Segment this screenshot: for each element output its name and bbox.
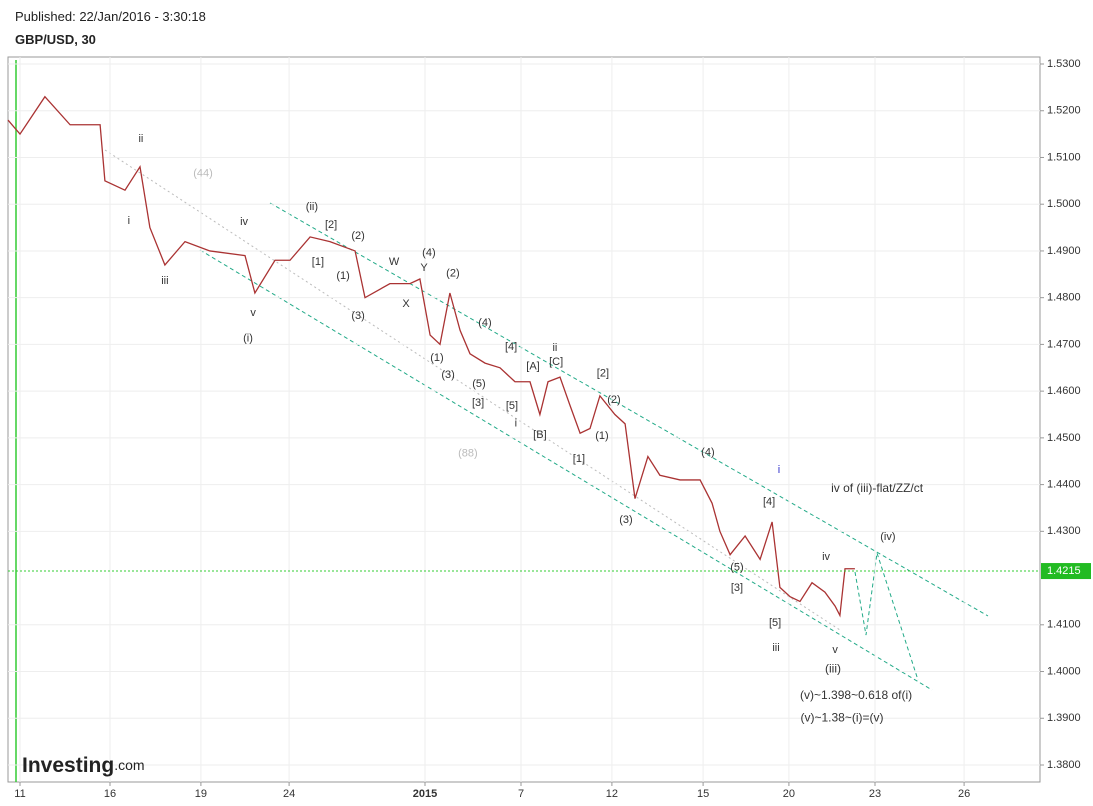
y-tick-label: 1.5100 (1047, 151, 1081, 163)
channel-upper (269, 202, 989, 617)
wave-label: (3) (351, 310, 364, 322)
logo-brand: Investing (22, 754, 114, 777)
y-tick-label: 1.5200 (1047, 105, 1081, 117)
wave-label: [4] (505, 341, 517, 353)
x-tick-label: 26 (958, 788, 970, 800)
symbol: GBP/USD, 30 (15, 32, 96, 47)
wave-label: v (832, 644, 838, 656)
x-tick-label: 2015 (413, 788, 437, 800)
y-tick-label: 1.4700 (1047, 338, 1081, 350)
wave-label: iv (822, 551, 830, 563)
wave-label: iii (772, 642, 779, 654)
wave-label: (1) (336, 270, 349, 282)
wave-label: i (515, 417, 517, 429)
wave-label: (88) (458, 448, 478, 460)
x-tick-label: 23 (869, 788, 881, 800)
wave-label: (5) (472, 378, 485, 390)
wave-label: ii (138, 133, 143, 145)
y-tick-label: 1.4600 (1047, 385, 1081, 397)
wave-label: [3] (731, 582, 743, 594)
y-tick-label: 1.4300 (1047, 525, 1081, 537)
x-tick-label: 15 (697, 788, 709, 800)
published: Published: 22/Jan/2016 - 3:30:18 (15, 9, 206, 24)
wave-label: (4) (478, 317, 491, 329)
wave-label: (4) (422, 247, 435, 259)
wave-label: (3) (441, 369, 454, 381)
channel-lower (199, 249, 933, 691)
last-price-box (1041, 563, 1091, 580)
trend-line (104, 149, 841, 631)
wave-label: i (128, 215, 130, 227)
x-tick-label: 7 (518, 788, 524, 800)
x-tick-label: 11 (14, 788, 25, 800)
wave-label: (1) (595, 430, 608, 442)
wave-label: iv of (iii)-flat/ZZ/ct (831, 481, 924, 495)
wave-label: (1) (430, 352, 443, 364)
wave-label: (2) (607, 394, 620, 406)
wave-label: ii (552, 342, 557, 354)
wave-label: [C] (549, 356, 563, 368)
x-tick-label: 12 (606, 788, 618, 800)
forecast-path (854, 552, 919, 681)
y-tick-label: 1.4900 (1047, 245, 1081, 257)
grid (8, 57, 1040, 782)
wave-label: (ii) (306, 201, 318, 213)
y-tick-label: 1.4400 (1047, 479, 1081, 491)
wave-label: i (778, 464, 780, 476)
y-tick-label: 1.5000 (1047, 198, 1081, 210)
wave-label: (v)~1.38~(i)=(v) (800, 710, 883, 724)
y-tick-label: 1.4800 (1047, 292, 1081, 304)
y-tick-label: 1.3800 (1047, 759, 1081, 771)
wave-label: iv (240, 216, 248, 228)
wave-label: (iv) (880, 531, 895, 543)
y-tick-label: 1.4500 (1047, 432, 1081, 444)
y-tick-label: 1.3900 (1047, 712, 1081, 724)
wave-label: [1] (573, 453, 585, 465)
wave-label: [2] (325, 219, 337, 231)
price-line (7, 95, 855, 618)
wave-label: [5] (769, 617, 781, 629)
wave-label: (5) (730, 562, 743, 574)
wave-label: (2) (446, 267, 459, 279)
logo-suffix: .com (114, 757, 144, 773)
wave-label: (44) (193, 168, 213, 180)
wave-label: (iii) (825, 661, 841, 675)
wave-label: Y (420, 262, 428, 274)
wave-label: iii (161, 275, 168, 287)
wave-label: W (389, 256, 400, 268)
wave-label: (4) (701, 447, 714, 459)
wave-label: [5] (506, 400, 518, 412)
x-tick-label: 16 (104, 788, 116, 800)
wave-label: (v)~1.398~0.618 of(i) (800, 688, 912, 702)
wave-label: [A] (526, 360, 539, 372)
wave-label: [2] (597, 367, 609, 379)
y-tick-label: 1.4100 (1047, 619, 1081, 631)
wave-label: (3) (619, 514, 632, 526)
wave-label: (i) (243, 333, 253, 345)
wave-label: X (402, 298, 410, 310)
x-tick-label: 19 (195, 788, 207, 800)
wave-label: [B] (533, 429, 546, 441)
wave-label: (2) (351, 230, 364, 242)
y-tick-label: 1.4000 (1047, 665, 1081, 677)
logo: Investing.com (22, 754, 145, 777)
last-price-label: 1.4215 (1047, 565, 1081, 577)
y-tick-label: 1.5300 (1047, 58, 1081, 70)
wave-label: v (250, 307, 256, 319)
plot-frame (7, 56, 1041, 783)
wave-label: [3] (472, 397, 484, 409)
wave-label: [4] (763, 496, 775, 508)
x-tick-label: 20 (783, 788, 795, 800)
wave-label: [1] (312, 256, 324, 268)
x-tick-label: 24 (283, 788, 295, 800)
